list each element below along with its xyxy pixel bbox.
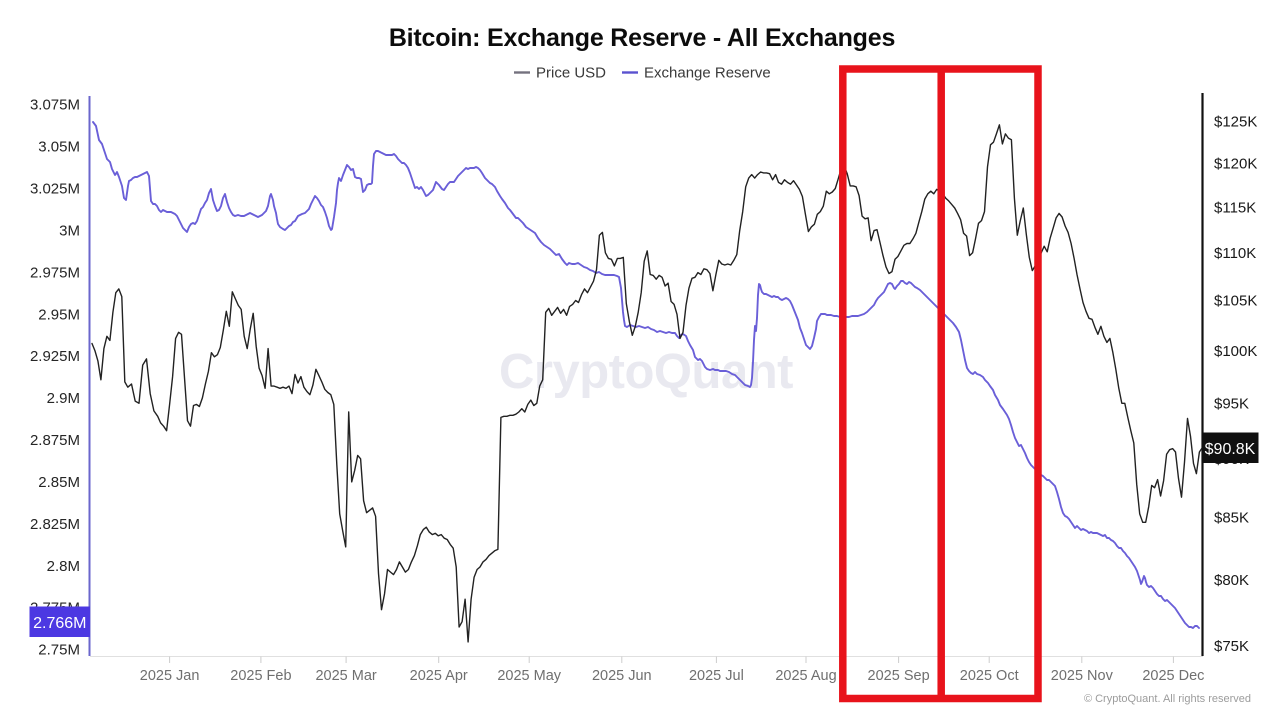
svg-text:2025 Sep: 2025 Sep (868, 668, 930, 684)
svg-text:$105K: $105K (1214, 293, 1257, 310)
svg-text:$115K: $115K (1214, 199, 1256, 216)
svg-text:2025 Dec: 2025 Dec (1142, 668, 1204, 684)
svg-text:Bitcoin: Exchange Reserve - Al: Bitcoin: Exchange Reserve - All Exchange… (389, 24, 895, 52)
svg-text:2025 Mar: 2025 Mar (315, 668, 376, 684)
svg-text:2025 Nov: 2025 Nov (1051, 668, 1114, 684)
svg-text:2.9M: 2.9M (47, 390, 80, 407)
svg-text:2025 Feb: 2025 Feb (230, 668, 291, 684)
svg-text:$95K: $95K (1214, 396, 1249, 413)
svg-text:$110K: $110K (1214, 245, 1256, 262)
svg-text:2025 Jul: 2025 Jul (689, 668, 744, 684)
svg-text:2.825M: 2.825M (30, 516, 80, 533)
svg-text:2.8M: 2.8M (47, 558, 80, 575)
svg-text:2.975M: 2.975M (30, 264, 80, 281)
svg-text:2.875M: 2.875M (30, 432, 80, 449)
svg-text:2025 May: 2025 May (497, 668, 561, 684)
svg-text:3.05M: 3.05M (38, 139, 80, 156)
svg-text:$90.8K: $90.8K (1205, 441, 1256, 458)
svg-text:CryptoQuant: CryptoQuant (499, 345, 793, 399)
svg-text:© CryptoQuant. All rights rese: © CryptoQuant. All rights reserved (1084, 693, 1251, 705)
svg-text:2025 Jan: 2025 Jan (140, 668, 200, 684)
svg-text:2025 Apr: 2025 Apr (410, 668, 468, 684)
svg-text:2025 Oct: 2025 Oct (960, 668, 1019, 684)
svg-text:Price USD: Price USD (536, 65, 606, 82)
svg-text:2.75M: 2.75M (38, 642, 80, 659)
svg-text:2025 Aug: 2025 Aug (775, 668, 836, 684)
svg-text:3.025M: 3.025M (30, 181, 80, 198)
svg-text:3.075M: 3.075M (30, 97, 80, 114)
svg-text:$80K: $80K (1214, 572, 1249, 589)
svg-text:2.766M: 2.766M (33, 615, 86, 632)
svg-text:$120K: $120K (1214, 156, 1257, 173)
svg-text:$100K: $100K (1214, 343, 1257, 360)
svg-text:2025 Jun: 2025 Jun (592, 668, 652, 684)
svg-text:$125K: $125K (1214, 114, 1257, 131)
svg-text:3M: 3M (59, 223, 80, 240)
svg-text:2.85M: 2.85M (38, 474, 80, 491)
svg-text:2.925M: 2.925M (30, 348, 80, 365)
svg-text:2.95M: 2.95M (38, 306, 80, 323)
svg-text:$75K: $75K (1214, 638, 1249, 655)
svg-text:Exchange Reserve: Exchange Reserve (644, 65, 771, 82)
svg-text:$85K: $85K (1214, 510, 1249, 527)
